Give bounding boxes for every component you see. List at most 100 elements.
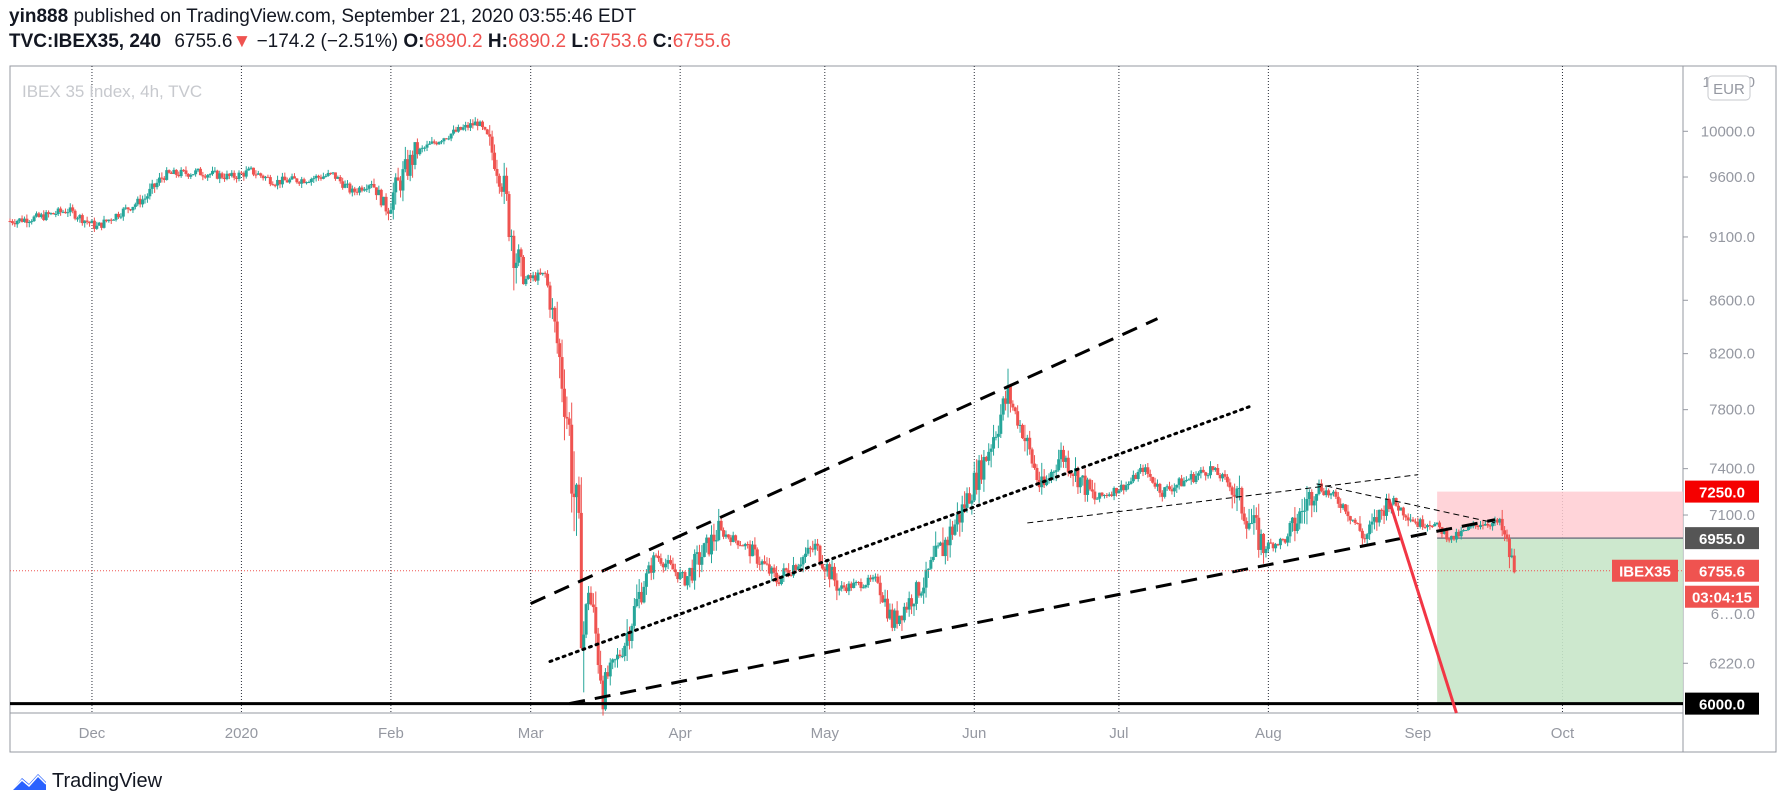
candle-body <box>210 170 214 175</box>
candle <box>39 212 43 219</box>
candle <box>490 130 494 161</box>
candle <box>220 171 224 180</box>
candle <box>717 508 721 542</box>
candle <box>1452 535 1456 541</box>
candle <box>623 642 627 662</box>
candle-body <box>1119 484 1123 491</box>
candle <box>917 581 921 598</box>
candle <box>570 402 574 513</box>
candle <box>208 173 212 178</box>
candle-body <box>362 189 366 191</box>
candle-body <box>280 176 284 185</box>
candle-body <box>259 173 263 176</box>
candle <box>955 502 959 532</box>
candle-body <box>1375 517 1379 523</box>
candle <box>22 216 26 223</box>
candle <box>1488 524 1492 530</box>
candle <box>1363 533 1367 543</box>
candle-body <box>996 433 1000 437</box>
candle-body <box>116 213 120 218</box>
candle <box>714 530 718 551</box>
candle <box>251 167 255 177</box>
candle-body <box>526 275 530 279</box>
candle-body <box>37 213 41 218</box>
candle-body <box>750 544 754 557</box>
candle <box>529 273 533 282</box>
candle <box>56 207 60 216</box>
candle-body <box>702 543 706 557</box>
candle <box>1052 470 1056 481</box>
candle-body <box>314 175 318 179</box>
candle-body <box>1394 498 1398 506</box>
candle <box>1184 476 1188 483</box>
candle-body <box>796 566 800 570</box>
current-price-label-bg <box>1685 559 1759 582</box>
candle <box>1399 507 1403 511</box>
candle <box>95 221 99 230</box>
candle-body <box>553 307 557 322</box>
x-tick-label-sep: Sep <box>1404 725 1431 742</box>
candle-body <box>775 572 779 583</box>
candle <box>454 126 458 133</box>
candle-body <box>1438 522 1442 528</box>
candle <box>1479 520 1483 530</box>
candle <box>1300 498 1304 524</box>
candle-body <box>1045 480 1049 486</box>
candle-body <box>1358 523 1362 531</box>
candle <box>763 555 767 565</box>
candle <box>1100 492 1104 497</box>
candle-body <box>509 235 513 238</box>
candle-body <box>382 196 386 206</box>
candle <box>167 169 171 174</box>
candle-body <box>707 537 711 555</box>
y-tick-label: 9600.0 <box>1709 169 1755 186</box>
candle-body <box>307 182 311 184</box>
candle-body <box>1155 483 1159 487</box>
candle-body <box>247 168 251 171</box>
currency-badge[interactable]: EUR <box>1707 75 1751 101</box>
candle-body <box>878 582 882 596</box>
candle <box>1107 492 1111 497</box>
candle-body <box>483 127 487 130</box>
candle <box>488 125 492 146</box>
stop-price-label-text: 7250.0 <box>1699 485 1745 502</box>
candle <box>736 540 740 549</box>
candle <box>934 531 938 557</box>
candle <box>177 171 181 178</box>
candle-body <box>1057 459 1061 471</box>
candle-body <box>608 662 612 677</box>
candle-body <box>910 598 914 607</box>
candle-body <box>914 582 918 604</box>
candle <box>305 181 309 185</box>
candle <box>659 553 663 566</box>
candle <box>502 162 506 204</box>
candle <box>611 658 615 670</box>
candle-body <box>129 209 133 211</box>
candle <box>1221 472 1225 482</box>
candle-body <box>1117 490 1121 494</box>
candle <box>100 222 104 231</box>
candle-body <box>230 172 234 176</box>
candle <box>767 557 771 576</box>
candle <box>1206 473 1210 479</box>
candle-body <box>543 272 547 274</box>
candle <box>837 587 841 596</box>
candle <box>1503 526 1507 542</box>
candle-body <box>261 175 265 179</box>
candle-body <box>1233 494 1237 497</box>
candle-body <box>237 172 241 179</box>
tradingview-footer[interactable]: TradingView <box>10 766 162 796</box>
candle-body <box>75 218 79 220</box>
candle-body <box>1406 517 1410 521</box>
candle <box>54 210 58 218</box>
candle <box>1266 540 1270 552</box>
candle-body <box>88 221 92 224</box>
candle-body <box>121 208 125 217</box>
candle-body <box>601 680 605 710</box>
candle-body <box>264 176 268 179</box>
candle <box>830 560 834 580</box>
candle-body <box>1457 531 1461 537</box>
candle <box>1245 517 1249 539</box>
candle <box>256 170 260 175</box>
